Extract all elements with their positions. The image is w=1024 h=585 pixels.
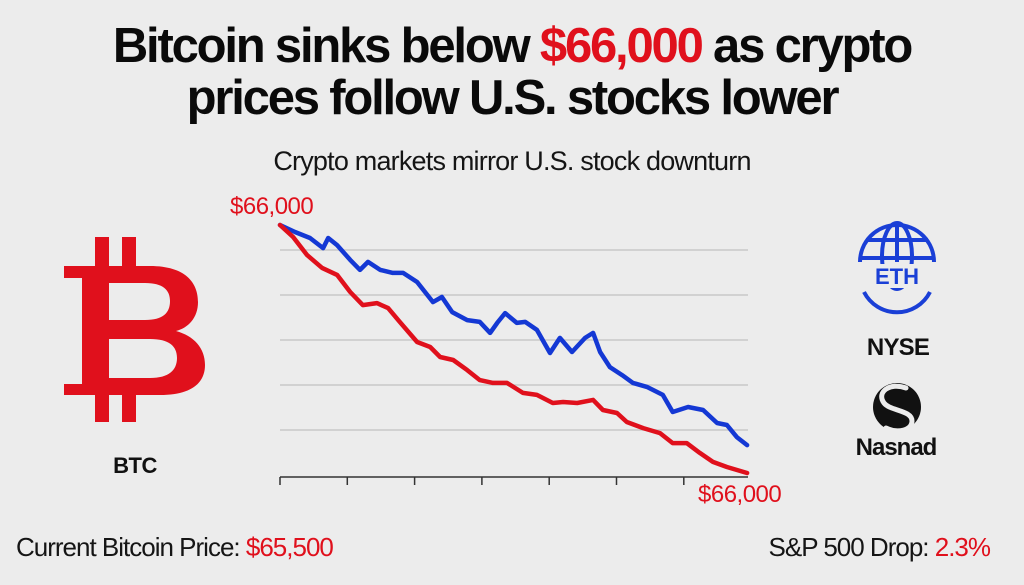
chart-x-axis xyxy=(279,476,748,485)
headline: Bitcoin sinks below $66,000 as crypto pr… xyxy=(0,20,1024,124)
current-price-value: $65,500 xyxy=(245,532,334,562)
series-line-u-s-stocks xyxy=(277,222,750,448)
eth-label: ETH xyxy=(875,264,919,289)
headline-highlight-price: $66,000 xyxy=(539,19,704,73)
chart-end-label: $66,000 xyxy=(698,481,781,508)
sp500-drop-stat: S&P 500 Drop: 2.3% xyxy=(768,532,991,563)
chart-start-label: $66,000 xyxy=(230,193,313,220)
headline-part-2: as crypto xyxy=(701,19,913,73)
chart-gridlines xyxy=(280,249,748,431)
headline-part-1: Bitcoin sinks below xyxy=(112,19,540,73)
bitcoin-icon xyxy=(64,237,205,422)
nasnad-label: Nasnad xyxy=(855,434,938,461)
nyse-label: NYSE xyxy=(866,334,930,361)
eth-label-backdrop xyxy=(868,264,926,288)
series-line-bitcoin xyxy=(277,222,750,476)
headline-line-2: prices follow U.S. stocks lower xyxy=(186,71,840,125)
sp500-drop-label: S&P 500 Drop: xyxy=(768,532,935,562)
btc-label: BTC xyxy=(113,453,157,478)
s-swirl-icon xyxy=(873,383,921,434)
current-price-label: Current Bitcoin Price: xyxy=(16,532,246,562)
headline-line-1: Bitcoin sinks below $66,000 as crypto xyxy=(0,20,1024,72)
chart-series xyxy=(277,222,750,476)
current-price-stat: Current Bitcoin Price: $65,500 xyxy=(16,532,334,563)
subtitle: Crypto markets mirror U.S. stock downtur… xyxy=(273,146,751,176)
sp500-drop-value: 2.3% xyxy=(934,532,991,562)
globe-icon xyxy=(858,221,936,315)
